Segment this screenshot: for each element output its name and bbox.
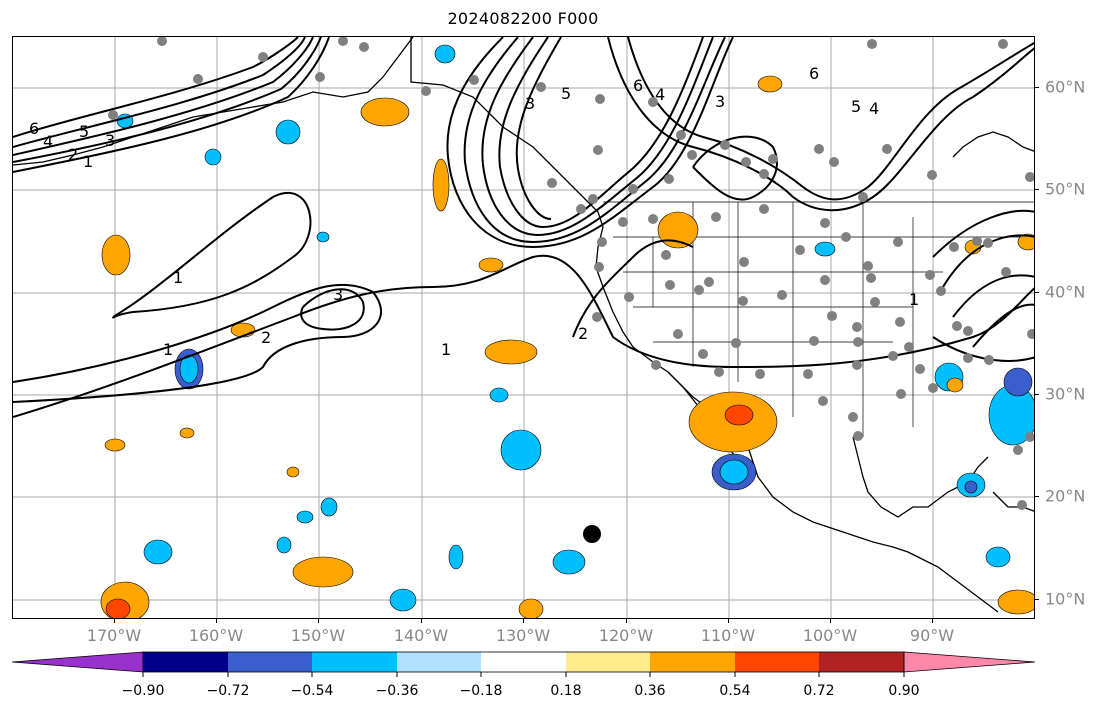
lon-label: 100°W (802, 626, 858, 645)
lon-tick (421, 619, 422, 623)
contour-label: 6 (633, 76, 643, 95)
lat-tick (1035, 292, 1039, 293)
contour-label: 4 (43, 132, 53, 151)
lat-label: 30°N (1045, 384, 1086, 404)
lat-label: 20°N (1045, 486, 1086, 506)
lat-label: 10°N (1045, 589, 1086, 609)
colorbar-ticks (142, 672, 905, 677)
colorbar-outline (142, 651, 905, 673)
lon-label: 140°W (393, 626, 449, 645)
contour-label: 3 (333, 285, 343, 304)
colorbar-segment (228, 652, 312, 672)
lon-label: 160°W (188, 626, 244, 645)
lon-tick (318, 619, 319, 623)
lat-label: 60°N (1045, 77, 1086, 97)
lon-tick (626, 619, 627, 623)
station-markers (108, 37, 1034, 510)
lon-label: 120°W (598, 626, 654, 645)
contour-label: 4 (655, 85, 665, 104)
contour-label: 5 (79, 122, 89, 141)
colorbar-tick-label: 0.72 (803, 683, 835, 699)
colorbar-segment (11, 651, 144, 673)
colorbar-segment (735, 652, 819, 672)
contour-label: 3 (105, 131, 115, 150)
lon-label: 110°W (700, 626, 756, 645)
contour-label: 1 (909, 290, 919, 309)
shaded-fields (100, 44, 1034, 618)
lon-label: 90°W (909, 626, 955, 645)
contour-label: 5 (851, 97, 861, 116)
colorbar-tick-label: 0.54 (719, 683, 751, 699)
colorbar-segment (481, 652, 566, 672)
contour-label: 1 (163, 340, 173, 359)
colorbar (11, 651, 1036, 677)
contour-label: 1 (173, 268, 183, 287)
lat-tick (1035, 189, 1039, 190)
colorbar-segments (11, 651, 1036, 673)
colorbar-tick-label: 0.18 (550, 683, 582, 699)
lon-label: 170°W (86, 626, 142, 645)
contour-label: 3 (525, 94, 535, 113)
lat-label: 50°N (1045, 179, 1086, 199)
lat-tick (1035, 394, 1039, 395)
contour-label: 4 (869, 99, 879, 118)
lon-label: 150°W (290, 626, 346, 645)
contour-label: 6 (29, 119, 39, 138)
lat-tick (1035, 496, 1039, 497)
colorbar-tick-label: −0.90 (121, 683, 165, 699)
contour-label: 5 (561, 84, 571, 103)
map-panel: 6 5 4 3 2 1 1 1 1 2 3 2 3 5 6 4 3 6 5 4 … (12, 36, 1035, 619)
graticule (13, 37, 1034, 618)
colorbar-segment (312, 652, 397, 672)
contour-label: 6 (809, 64, 819, 83)
lon-tick (216, 619, 217, 623)
contour-label: 2 (261, 328, 271, 347)
map-title: 2024082200 F000 (447, 9, 599, 28)
lon-tick (114, 619, 115, 623)
highlighted-station (583, 525, 601, 543)
lat-tick (1035, 599, 1039, 600)
colorbar-tick-label: 0.90 (888, 683, 920, 699)
colorbar-tick-label: −0.54 (290, 683, 334, 699)
lat-tick (1035, 87, 1039, 88)
map-canvas: 6 5 4 3 2 1 1 1 1 2 3 2 3 5 6 4 3 6 5 4 … (13, 37, 1034, 618)
colorbar-segment (903, 651, 1036, 673)
contour-label-group: 6 5 4 3 2 1 1 1 1 2 3 2 3 5 6 4 3 6 5 4 … (29, 64, 919, 359)
contour-label: 2 (578, 324, 588, 343)
lon-tick (830, 619, 831, 623)
colorbar-segment (819, 652, 904, 672)
colorbar-tick-label: 0.36 (634, 683, 666, 699)
lon-tick (523, 619, 524, 623)
lat-label: 40°N (1045, 282, 1086, 302)
colorbar-tick-label: −0.72 (206, 683, 250, 699)
colorbar-segment (650, 652, 735, 672)
contour-label: 3 (715, 92, 725, 111)
colorbar-tick-label: −0.36 (375, 683, 419, 699)
lon-tick (932, 619, 933, 623)
colorbar-segment (566, 652, 650, 672)
contour-label: 1 (83, 152, 93, 171)
colorbar-segment (143, 652, 228, 672)
lon-label: 130°W (495, 626, 551, 645)
colorbar-tick-label: −0.18 (459, 683, 503, 699)
contour-label: 2 (68, 145, 78, 164)
colorbar-segment (397, 652, 481, 672)
contour-label: 1 (441, 340, 451, 359)
lon-tick (728, 619, 729, 623)
